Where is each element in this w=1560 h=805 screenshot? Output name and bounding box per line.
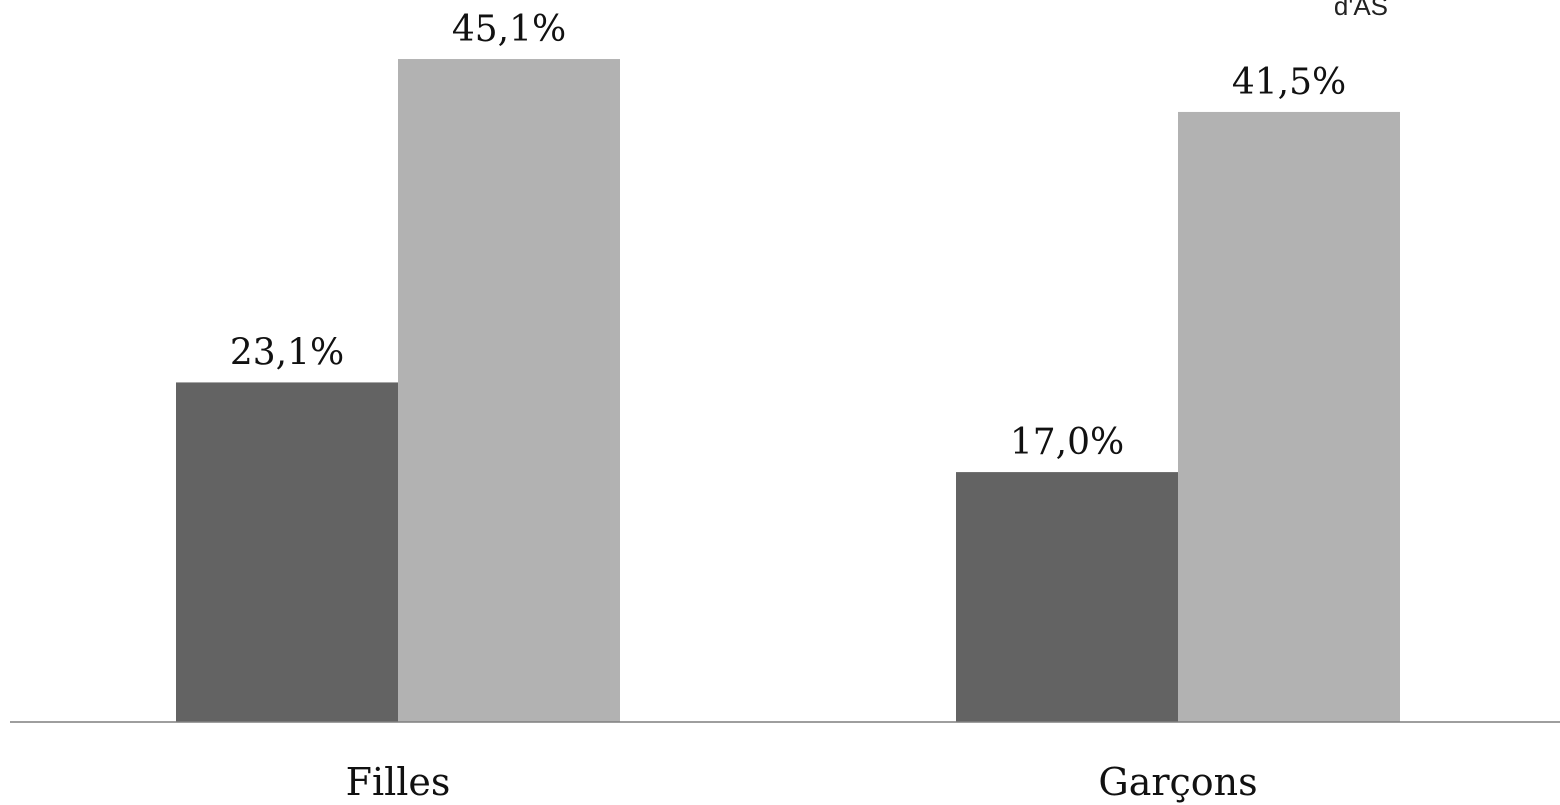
legend-fragment-text: d'AS (1334, 0, 1388, 21)
value-labels-group: 23,1% 45,1% 17,0% 41,5% (230, 9, 1346, 463)
value-label: 41,5% (1232, 62, 1346, 103)
category-labels-group: Filles Garçons (346, 760, 1258, 804)
bar-gar-ons-series-1 (956, 472, 1178, 722)
bar-filles-series-2 (398, 59, 620, 722)
bar-filles-series-1 (176, 382, 398, 722)
category-label: Filles (346, 760, 451, 804)
value-label: 17,0% (1010, 422, 1124, 463)
value-label: 45,1% (452, 9, 566, 50)
category-label: Garçons (1098, 760, 1257, 804)
bars-group (176, 59, 1400, 722)
bar-gar-ons-series-2 (1178, 111, 1400, 722)
value-label: 23,1% (230, 332, 344, 373)
